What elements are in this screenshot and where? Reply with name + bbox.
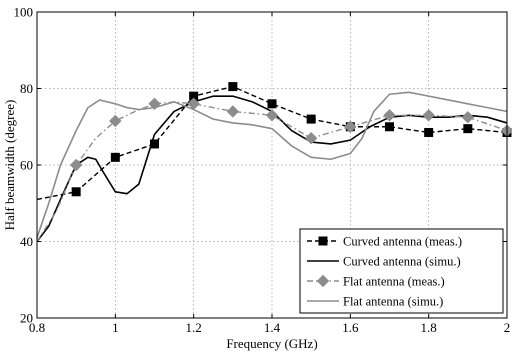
x-tick-label: 1.8 — [421, 320, 437, 335]
data-point-flat-antenna-meas — [148, 97, 161, 111]
y-tick-label: 80 — [20, 81, 33, 96]
series-line-flat-antenna-simu — [36, 91, 508, 238]
data-point-curved-antenna-meas — [267, 99, 277, 109]
y-axis-title: Half beamwidth (degree) — [2, 100, 17, 231]
legend: Curved antenna (meas.) Curved antenna (si… — [299, 228, 504, 314]
y-tick-label: 40 — [20, 234, 33, 249]
y-tick-label: 100 — [14, 5, 34, 20]
data-point-curved-antenna-meas — [71, 187, 81, 197]
data-point-curved-antenna-meas — [150, 139, 159, 149]
data-point-flat-antenna-meas — [461, 110, 475, 124]
y-tick-label: 60 — [20, 158, 33, 173]
data-point-flat-antenna-meas — [422, 109, 435, 122]
legend-marker-flat-antenna-meas — [316, 274, 330, 288]
data-point-flat-antenna-meas — [109, 114, 122, 128]
data-point-flat-antenna-meas — [69, 158, 83, 172]
x-tick-label: 1.2 — [186, 320, 202, 335]
series-line-flat-antenna-meas — [36, 101, 508, 242]
x-axis-title: Frequency (GHz) — [226, 336, 317, 351]
legend-label: Flat antenna (simu.) — [343, 295, 443, 309]
tick-labels: 0.8 1 1.2 1.4 1.6 1.8 2 20 40 60 80 100 — [14, 5, 511, 336]
data-point-flat-antenna-meas — [344, 120, 357, 133]
data-point-flat-antenna-meas — [226, 105, 240, 118]
data-point-flat-antenna-meas — [304, 132, 318, 145]
y-tick-label: 20 — [20, 311, 33, 326]
data-point-curved-antenna-meas — [463, 124, 473, 134]
x-tick-label: 0.8 — [29, 320, 45, 335]
x-tick-label: 1 — [112, 320, 119, 335]
legend-label: Flat antenna (meas.) — [343, 275, 445, 289]
grid — [37, 12, 507, 318]
data-point-curved-antenna-meas — [385, 122, 394, 132]
x-tick-label: 2 — [504, 320, 511, 335]
data-point-flat-antenna-meas — [265, 109, 279, 122]
legend-label: Curved antenna (simu.) — [343, 255, 461, 269]
marker-layer — [69, 82, 512, 197]
x-tick-label: 1.6 — [342, 320, 359, 335]
legend-box — [299, 228, 504, 314]
data-point-curved-antenna-meas — [110, 152, 120, 162]
data-point-flat-antenna-meas — [187, 97, 200, 111]
legend-items: Curved antenna (meas.) Curved antenna (si… — [307, 235, 462, 309]
legend-label: Curved antenna (meas.) — [343, 235, 462, 249]
data-point-flat-antenna-meas — [383, 109, 396, 122]
data-point-curved-antenna-meas — [424, 127, 434, 137]
legend-marker-curved-antenna-meas — [318, 236, 328, 246]
x-tick-label: 1.4 — [264, 320, 281, 335]
data-point-curved-antenna-meas — [228, 82, 238, 92]
tick-marks — [36, 11, 508, 319]
data-point-curved-antenna-meas — [306, 114, 316, 124]
